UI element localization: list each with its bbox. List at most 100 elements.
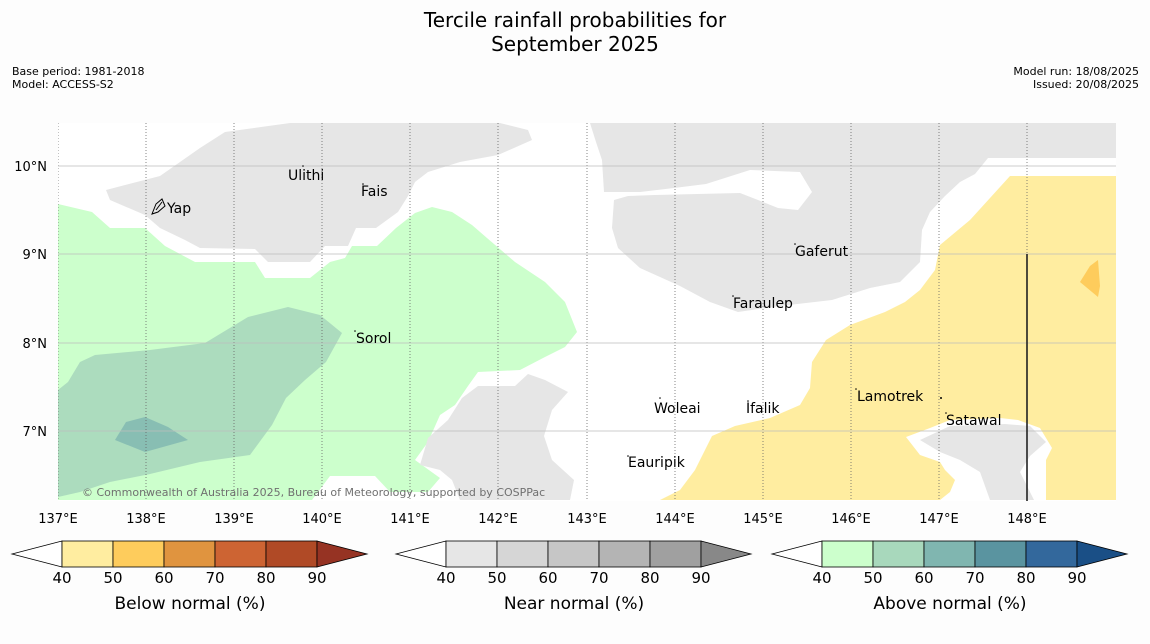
above-tick-60: 60 [914,569,933,587]
colorbar-below-normal: 40 50 60 70 80 90 [10,540,369,587]
map-title: Tercile rainfall probabilities for Septe… [0,8,1150,56]
colorbar-below-normal-label: Below normal (%) [114,594,266,614]
place-label-yap: Yap [166,201,191,217]
below-colorbar-segment-2 [112,540,165,568]
below-colorbar-max-arrow [316,540,369,568]
colorbar-near-normal-label: Near normal (%) [503,594,645,614]
near-tick-70: 70 [589,569,608,587]
colorbar-below-normal-segments [10,540,369,568]
lon-label-143e: 143°E [567,512,607,527]
near-colorbar-segment-5 [649,540,702,568]
above-tick-50: 50 [863,569,882,587]
island-dots [302,165,947,457]
colorbar-above-normal-segments [770,540,1129,568]
map-plot-area: Yap Ulithi Fais Sorol Gaferut Faraulep W… [58,123,1116,501]
near-colorbar-segment-3 [547,540,600,568]
above-normal-50-60-region [58,307,342,497]
island-dot-sorol [354,330,356,332]
above-normal-60-70-region [115,417,188,452]
place-label-woleai: Woleai [654,401,701,417]
place-label-lamotrek: Lamotrek [857,389,924,405]
lon-label-141e: 141°E [390,512,430,527]
lat-label-7n: 7°N [23,425,48,440]
place-label-sorol: Sorol [356,331,391,347]
near-colorbar-segment-2 [496,540,549,568]
below-colorbar-segment-3 [163,540,216,568]
lon-label-140e: 140°E [302,512,342,527]
island-dot-lamotrek [855,388,857,390]
below-tick-40: 40 [52,569,71,587]
near-normal-40-50-region-south [420,374,574,500]
near-normal-40-50-region-west [106,123,532,262]
colorbar-above-normal: 40 50 60 70 80 90 [770,540,1129,587]
lon-label-142e: 142°E [478,512,518,527]
lat-label-10n: 10°N [14,160,47,175]
latitude-gridlines [58,165,1116,432]
above-colorbar-segment-5 [1025,540,1078,568]
place-label-fais: Fais [361,184,388,200]
place-label-gaferut: Gaferut [795,244,849,260]
place-label-eauripik: Eauripik [628,455,686,471]
near-colorbar-segment-4 [598,540,651,568]
meta-right: Model run: 18/08/2025 Issued: 20/08/2025 [1013,65,1139,91]
island-dot-satawal [945,412,947,414]
island-dot-fais [362,183,364,185]
below-normal-50-60-region [1080,260,1100,297]
island-dot-ulithi [302,165,304,167]
lon-label-147e: 147°E [919,512,959,527]
near-normal-40-50-region-satawal [920,424,1046,500]
below-tick-70: 70 [205,569,224,587]
colorbar-above-normal-label: Above normal (%) [873,594,1027,614]
base-period: Base period: 1981-2018 [12,65,145,78]
colorbar-near-normal: 40 50 60 70 80 90 [394,540,753,587]
island-dot-gaferut [794,243,796,245]
colorbar-near-normal-segments [394,540,753,568]
near-tick-40: 40 [436,569,455,587]
island-dot-ifalik [747,400,749,402]
above-tick-40: 40 [812,569,831,587]
near-colorbar-min-arrow [394,540,447,568]
near-normal-40-50-region-east [590,123,1116,312]
place-label-ifalik: Ifalik [746,401,780,417]
near-tick-60: 60 [538,569,557,587]
lon-label-146e: 146°E [831,512,871,527]
below-tick-90: 90 [307,569,326,587]
below-tick-60: 60 [154,569,173,587]
above-colorbar-segment-4 [974,540,1027,568]
meta-left: Base period: 1981-2018 Model: ACCESS-S2 [12,65,144,91]
island-dot-woleai [659,397,661,399]
lon-label-139e: 139°E [214,512,254,527]
island-dot-eauripik [627,455,629,457]
yap-island-outline [151,198,166,215]
above-colorbar-segment-2 [872,540,925,568]
below-normal-40-50-region [660,176,1116,500]
below-colorbar-segment-5 [265,540,318,568]
lat-label-9n: 9°N [23,248,48,263]
above-colorbar-max-arrow [1076,540,1129,568]
below-colorbar-segment-1 [61,540,114,568]
above-colorbar-segment-3 [923,540,976,568]
above-tick-80: 80 [1016,569,1035,587]
above-colorbar-min-arrow [770,540,823,568]
lat-label-8n: 8°N [23,337,48,352]
below-tick-50: 50 [103,569,122,587]
island-dot-faraulep [732,295,734,297]
above-tick-70: 70 [965,569,984,587]
place-label-ulithi: Ulithi [288,168,324,184]
island-dot-west-satawal [940,397,942,399]
near-tick-50: 50 [487,569,506,587]
lon-label-137e: 137°E [38,512,78,527]
below-colorbar-segment-4 [214,540,267,568]
near-tick-90: 90 [691,569,710,587]
near-tick-80: 80 [640,569,659,587]
lon-label-148e: 148°E [1007,512,1047,527]
lon-label-145e: 145°E [743,512,783,527]
above-colorbar-segment-1 [821,540,874,568]
map-title-line1: Tercile rainfall probabilities for [423,8,727,32]
below-tick-80: 80 [256,569,275,587]
lon-label-144e: 144°E [655,512,695,527]
model-name: Model: ACCESS-S2 [12,78,114,91]
issued-date: Issued: 20/08/2025 [1032,78,1139,91]
place-label-faraulep: Faraulep [733,296,793,312]
